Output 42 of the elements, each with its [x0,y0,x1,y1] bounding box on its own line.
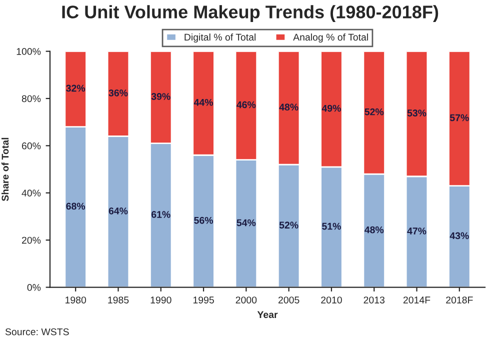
data-label: 54% [236,219,256,226]
x-axis-title: Year [257,311,278,318]
data-label: 64% [108,207,128,214]
chart-title: IC Unit Volume Makeup Trends (1980-2018F) [62,5,438,22]
data-label: 39% [151,93,170,100]
x-tick-label: 2000 [236,296,257,304]
x-tick-label: 2013 [364,296,385,304]
data-label: 49% [322,104,341,112]
y-tick-label: 0% [27,284,41,291]
data-label: 51% [322,222,341,230]
x-tick-label: 2005 [278,296,300,304]
data-label: 43% [450,232,469,240]
data-label: 47% [407,228,426,234]
x-tick-label: 1995 [193,296,214,304]
data-label: 48% [279,104,298,111]
data-label: 68% [66,202,86,210]
data-label: 61% [152,211,170,218]
data-label: 32% [66,84,86,92]
source-note: Source: WSTS [5,328,69,336]
legend-label: Digital % of Total [184,33,256,43]
x-tick-label: 1980 [66,296,86,304]
y-tick-label: 80% [22,95,41,102]
y-tick-label: 60% [22,142,41,150]
data-label: 53% [407,110,426,116]
x-tick-label: 2014F [403,296,430,304]
data-label: 52% [364,108,384,116]
data-label: 44% [194,98,214,106]
data-label: 56% [194,216,214,224]
x-tick-label: 1990 [150,296,172,304]
legend-label: Analog % of Total [293,33,368,43]
y-tick-label: 40% [22,190,41,197]
x-tick-label: 1985 [108,296,129,304]
x-tick-label: 2010 [321,296,342,304]
y-axis-title: Share of Total [1,138,9,202]
y-tick-label: 20% [22,236,41,244]
data-label: 52% [279,222,298,229]
data-label: 46% [236,101,256,108]
x-tick-label: 2018F [446,296,473,304]
data-label: 57% [450,114,469,122]
y-tick-label: 100% [16,48,41,55]
data-label: 36% [108,90,128,96]
data-label: 48% [364,226,384,234]
